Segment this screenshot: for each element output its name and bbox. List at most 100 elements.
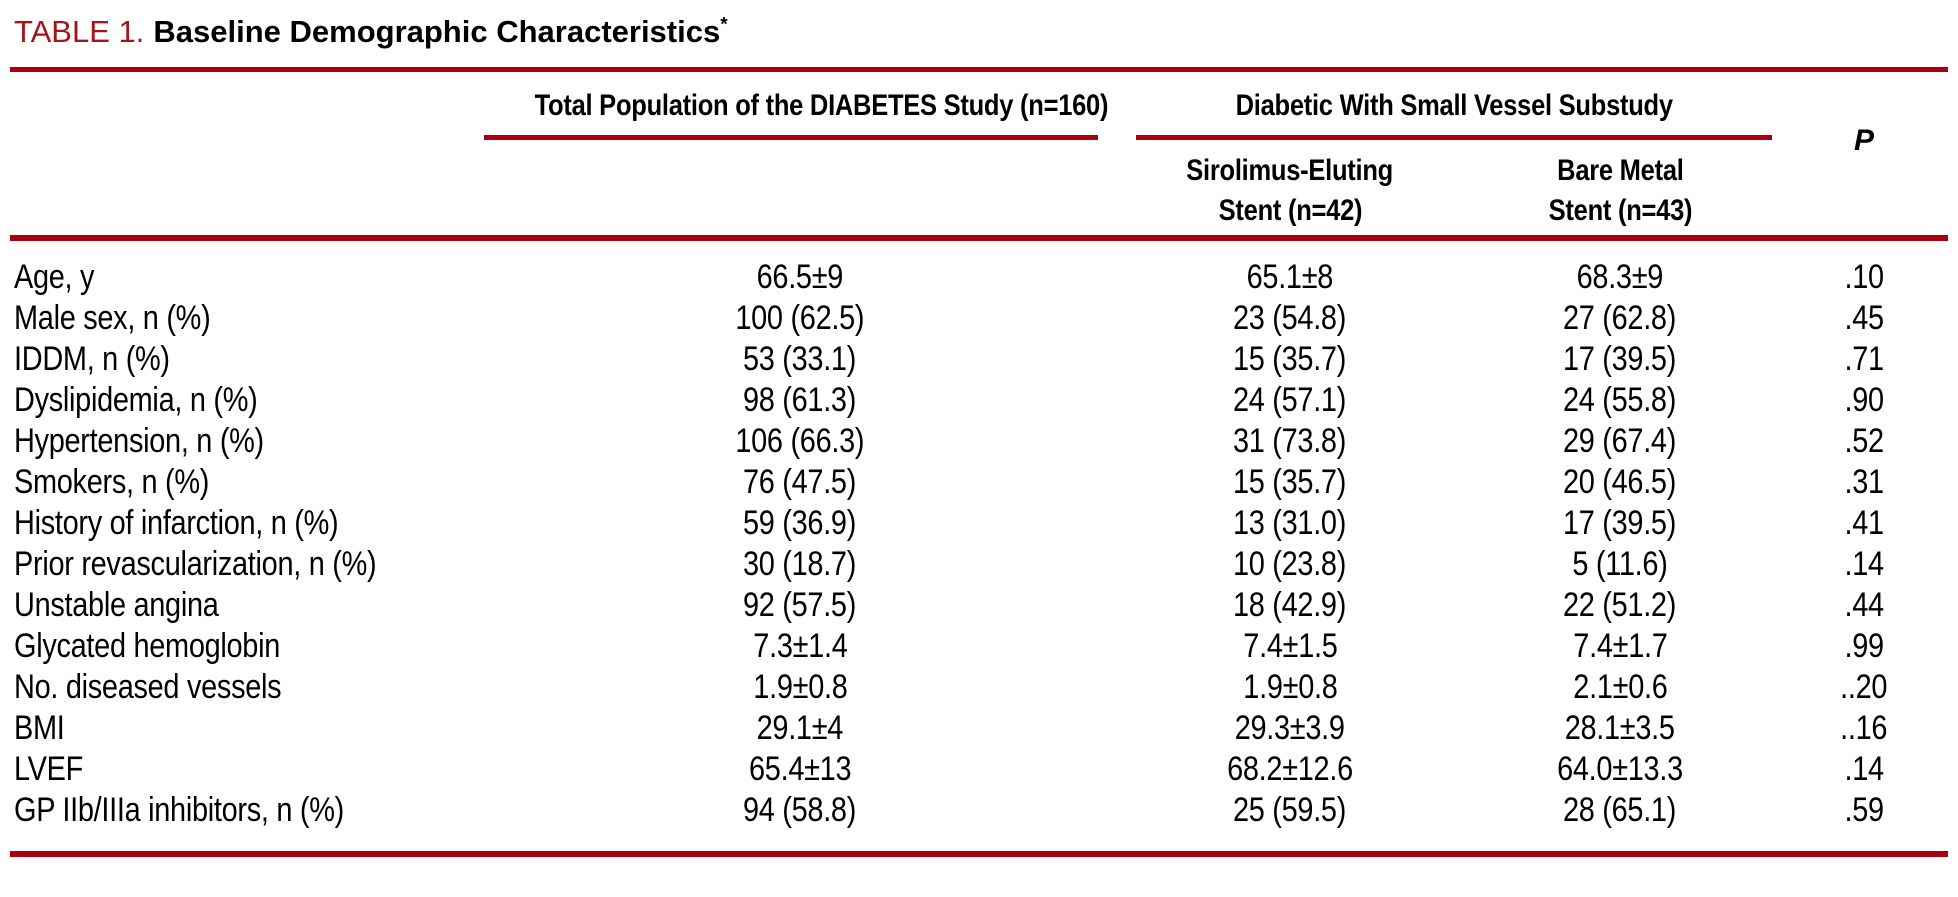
sirolimus-value: 23 (54.8) xyxy=(1120,298,1460,339)
bare-metal-value: 27 (62.8) xyxy=(1460,298,1780,339)
sirolimus-value: 1.9±0.8 xyxy=(1120,667,1460,708)
cell-text: .71 xyxy=(1844,340,1884,378)
p-value: .41 xyxy=(1780,503,1948,544)
sirolimus-value: 31 (73.8) xyxy=(1120,421,1460,462)
p-column-header: P xyxy=(1854,123,1875,157)
top-rule xyxy=(10,67,1948,72)
cell-text: 20 (46.5) xyxy=(1563,463,1677,501)
cell-text: 28 (65.1) xyxy=(1563,791,1677,829)
p-value: .31 xyxy=(1780,462,1948,503)
cell-text: 7.4±1.5 xyxy=(1242,627,1338,665)
demographics-table: Total Population of the DIABETES Study (… xyxy=(10,72,1949,857)
sirolimus-header-line2: Stent (n=42) xyxy=(1218,193,1362,227)
total-population-value: 59 (36.9) xyxy=(480,503,1120,544)
sirolimus-value: 24 (57.1) xyxy=(1120,380,1460,421)
characteristic-label: Unstable angina xyxy=(14,586,219,624)
cell-text: 1.9±0.8 xyxy=(752,668,848,706)
total-population-value: 94 (58.8) xyxy=(480,790,1120,854)
cell-text: 29.1±4 xyxy=(756,709,844,747)
cell-text: .52 xyxy=(1844,422,1884,460)
sirolimus-value: 29.3±3.9 xyxy=(1120,708,1460,749)
total-population-value: 29.1±4 xyxy=(480,708,1120,749)
total-population-header: Total Population of the DIABETES Study (… xyxy=(534,89,1109,122)
characteristic-label: LVEF xyxy=(14,750,83,788)
cell-text: 1.9±0.8 xyxy=(1242,668,1338,706)
total-population-value: 66.5±9 xyxy=(480,238,1120,298)
bare-metal-value: 28.1±3.5 xyxy=(1460,708,1780,749)
table-figure: TABLE 1. Baseline Demographic Characteris… xyxy=(0,14,1958,857)
row-label: LVEF xyxy=(10,749,480,790)
table-row: Unstable angina 92 (57.5) 18 (42.9) 22 (51.… xyxy=(10,585,1948,626)
table-row: BMI 29.1±4 29.3±3.9 28.1±3.5 ..16 xyxy=(10,708,1948,749)
column-group-substudy: Diabetic With Small Vessel Substudy xyxy=(1120,72,1780,140)
cell-text: 68.2±12.6 xyxy=(1227,750,1353,788)
sirolimus-column-header: Sirolimus-Eluting Stent (n=42) xyxy=(1120,140,1460,238)
row-label: BMI xyxy=(10,708,480,749)
table-body: Age, y 66.5±9 65.1±8 68.3±9.10 Male sex, n (… xyxy=(10,238,1949,854)
row-label: Hypertension, n (%) xyxy=(10,421,480,462)
cell-text: 27 (62.8) xyxy=(1563,299,1677,337)
p-value: .14 xyxy=(1780,544,1948,585)
cell-text: .41 xyxy=(1844,504,1884,542)
table-row: No. diseased vessels 1.9±0.8 1.9±0.8 2.1±0.… xyxy=(10,667,1948,708)
cell-text: 17 (39.5) xyxy=(1563,340,1677,378)
row-label: Unstable angina xyxy=(10,585,480,626)
cell-text: 28.1±3.5 xyxy=(1565,709,1675,747)
bare-metal-value: 24 (55.8) xyxy=(1460,380,1780,421)
cell-text: .99 xyxy=(1844,627,1884,665)
label-column-spacer xyxy=(10,140,480,238)
table-row: GP IIb/IIIa inhibitors, n (%) 94 (58.8) 25… xyxy=(10,790,1948,854)
cell-text: 24 (55.8) xyxy=(1563,381,1677,419)
characteristic-label: BMI xyxy=(14,709,65,747)
column-group-total-population: Total Population of the DIABETES Study (… xyxy=(480,72,1120,140)
cell-text: 7.4±1.7 xyxy=(1572,627,1668,665)
cell-text: .14 xyxy=(1844,750,1884,788)
characteristic-label: GP IIb/IIIa inhibitors, n (%) xyxy=(14,791,344,829)
total-population-value: 53 (33.1) xyxy=(480,339,1120,380)
cell-text: ..16 xyxy=(1840,709,1888,747)
sub-header-row: Sirolimus-Eluting Stent (n=42) Bare Meta… xyxy=(10,140,1948,238)
bare-metal-value: 17 (39.5) xyxy=(1460,503,1780,544)
row-label: Age, y xyxy=(10,238,480,298)
bare-metal-value: 2.1±0.6 xyxy=(1460,667,1780,708)
row-label: Dyslipidemia, n (%) xyxy=(10,380,480,421)
table-row: Male sex, n (%) 100 (62.5) 23 (54.8) 27 (62… xyxy=(10,298,1948,339)
cell-text: 2.1±0.6 xyxy=(1572,668,1668,706)
cell-text: 76 (47.5) xyxy=(743,463,857,501)
bare-metal-value: 7.4±1.7 xyxy=(1460,626,1780,667)
total-population-value: 92 (57.5) xyxy=(480,585,1120,626)
cell-text: 59 (36.9) xyxy=(743,504,857,542)
p-value: .71 xyxy=(1780,339,1948,380)
table-row: Glycated hemoglobin 7.3±1.4 7.4±1.5 7.4±1.7… xyxy=(10,626,1948,667)
footnote-marker: * xyxy=(720,14,728,36)
total-population-value: 65.4±13 xyxy=(480,749,1120,790)
cell-text: ..20 xyxy=(1840,668,1888,706)
characteristic-label: Dyslipidemia, n (%) xyxy=(14,381,258,419)
bare-metal-value: 64.0±13.3 xyxy=(1460,749,1780,790)
p-value: .44 xyxy=(1780,585,1948,626)
p-value: ..16 xyxy=(1780,708,1948,749)
cell-text: 17 (39.5) xyxy=(1563,504,1677,542)
row-label: History of infarction, n (%) xyxy=(10,503,480,544)
cell-text: .31 xyxy=(1844,463,1884,501)
row-label: No. diseased vessels xyxy=(10,667,480,708)
cell-text: 29.3±3.9 xyxy=(1235,709,1345,747)
p-value: .59 xyxy=(1780,790,1948,854)
cell-text: .44 xyxy=(1844,586,1884,624)
substudy-header: Diabetic With Small Vessel Substudy xyxy=(1235,89,1673,122)
cell-text: 31 (73.8) xyxy=(1233,422,1347,460)
row-label: Smokers, n (%) xyxy=(10,462,480,503)
total-population-value: 98 (61.3) xyxy=(480,380,1120,421)
bare-metal-header-line2: Stent (n=43) xyxy=(1548,193,1692,227)
total-population-value: 106 (66.3) xyxy=(480,421,1120,462)
sirolimus-value: 25 (59.5) xyxy=(1120,790,1460,854)
sirolimus-value: 10 (23.8) xyxy=(1120,544,1460,585)
cell-text: .90 xyxy=(1844,381,1884,419)
cell-text: 66.5±9 xyxy=(756,258,844,296)
cell-text: 18 (42.9) xyxy=(1233,586,1347,624)
total-population-value: 7.3±1.4 xyxy=(480,626,1120,667)
cell-text: 92 (57.5) xyxy=(743,586,857,624)
bare-metal-value: 20 (46.5) xyxy=(1460,462,1780,503)
bare-metal-value: 28 (65.1) xyxy=(1460,790,1780,854)
cell-text: 23 (54.8) xyxy=(1233,299,1347,337)
